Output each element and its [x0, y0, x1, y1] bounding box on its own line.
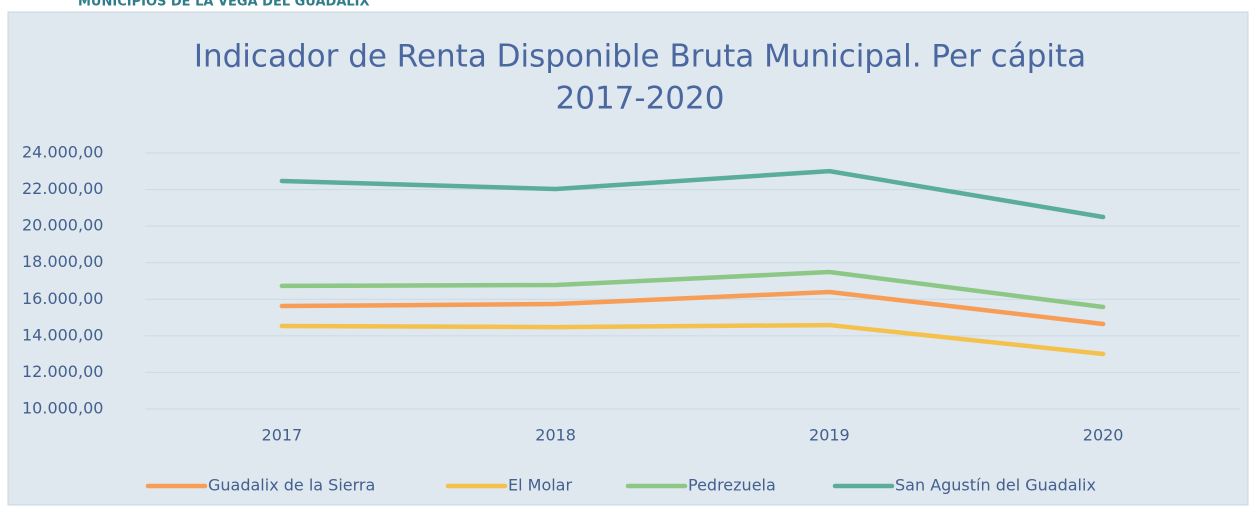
y-tick-label: 22.000,00 [22, 179, 103, 198]
legend-label: San Agustín del Guadalix [895, 476, 1096, 495]
legend-label: El Molar [508, 476, 572, 495]
x-tick-label: 2019 [809, 426, 850, 445]
series-line [279, 168, 1106, 220]
y-tick-label: 14.000,00 [22, 325, 103, 344]
legend-label: Guadalix de la Sierra [208, 476, 375, 495]
series-line [279, 269, 1106, 310]
y-tick-label: 10.000,00 [22, 399, 103, 418]
chart-area [7, 11, 1249, 506]
y-tick-label: 20.000,00 [22, 216, 103, 235]
y-tick-label: 12.000,00 [22, 362, 103, 381]
series-line [279, 322, 1106, 357]
y-tick-label: 24.000,00 [22, 143, 103, 162]
chart-title: 2017-2020 [556, 81, 725, 117]
series-line [279, 289, 1106, 327]
y-tick-label: 16.000,00 [22, 289, 103, 308]
x-tick-label: 2020 [1083, 426, 1124, 445]
x-tick-label: 2017 [262, 426, 303, 445]
x-tick-label: 2018 [535, 426, 576, 445]
chart-title: Indicador de Renta Disponible Bruta Muni… [194, 39, 1086, 75]
legend-label: Pedrezuela [688, 476, 776, 495]
y-tick-label: 18.000,00 [22, 252, 103, 271]
page-heading: MUNICIPIOS DE LA VEGA DEL GUADALIX [78, 0, 370, 10]
